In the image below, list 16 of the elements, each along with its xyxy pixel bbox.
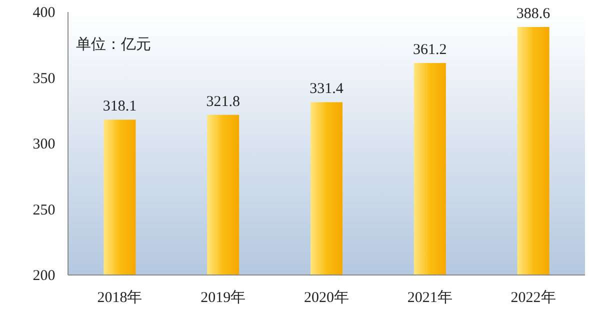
y-tick-label: 350 xyxy=(32,70,56,87)
y-tick-label: 300 xyxy=(32,136,56,152)
annotation: 单位：亿元 xyxy=(76,35,151,53)
data-label: 321.8 xyxy=(206,94,240,110)
data-label: 388.6 xyxy=(516,6,551,22)
x-tick-label: 2020年 xyxy=(304,289,349,306)
x-tick-label: 2022年 xyxy=(510,289,556,306)
data-label: 331.4 xyxy=(310,81,344,98)
data-label: 318.1 xyxy=(102,98,137,115)
x-tick-label: 2019年 xyxy=(200,289,246,306)
y-tick-label: 250 xyxy=(32,202,56,218)
y-tick-label: 400 xyxy=(32,5,56,21)
y-tick-label: 200 xyxy=(32,268,56,284)
data-label: 361.2 xyxy=(413,42,447,58)
x-tick-label: 2021年 xyxy=(407,289,452,306)
x-tick-label: 2018年 xyxy=(97,289,142,306)
